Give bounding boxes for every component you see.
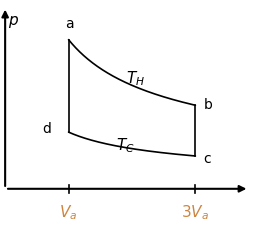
Text: b: b — [204, 98, 213, 112]
Text: $T_H$: $T_H$ — [126, 69, 145, 88]
Text: $V_a$: $V_a$ — [59, 204, 78, 222]
Text: d: d — [42, 122, 51, 136]
Text: a: a — [65, 17, 74, 31]
Text: $3V_a$: $3V_a$ — [181, 204, 209, 222]
Text: $T_C$: $T_C$ — [116, 136, 135, 155]
Text: c: c — [204, 152, 211, 166]
Text: p: p — [8, 13, 17, 28]
